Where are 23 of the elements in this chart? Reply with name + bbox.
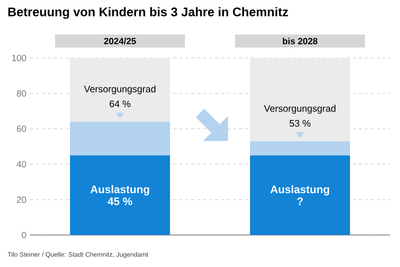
data-label: ?	[297, 197, 303, 206]
annotation: 64 %	[110, 100, 130, 108]
bar	[70, 58, 170, 122]
y-tick-label: 80	[16, 90, 26, 97]
x-tick-label: bis 2028	[282, 38, 318, 44]
series-label: Auslastung	[90, 185, 150, 196]
y-tick-label: 40	[16, 161, 26, 168]
text: Auslastung	[270, 185, 330, 196]
bar	[70, 155, 170, 235]
bar	[250, 141, 350, 156]
y-tick-label: 20	[16, 196, 26, 203]
bar	[70, 122, 170, 156]
data-label: 45 %	[108, 197, 132, 206]
bar	[250, 155, 350, 235]
y-tick-label: 0	[22, 232, 26, 238]
x-tick-label: 2024/25	[104, 38, 136, 44]
text: Versorgungsgrad	[264, 104, 336, 114]
y-tick-label: 60	[16, 126, 26, 132]
annotation: 53 %	[290, 120, 310, 127]
bar	[250, 58, 350, 142]
chart-title: Betreuung von Kindern bis 3 Jahre in Chemnitz	[8, 7, 288, 19]
y-tick-label: 100	[12, 54, 26, 62]
text: Versorgungsgrad	[84, 85, 156, 94]
